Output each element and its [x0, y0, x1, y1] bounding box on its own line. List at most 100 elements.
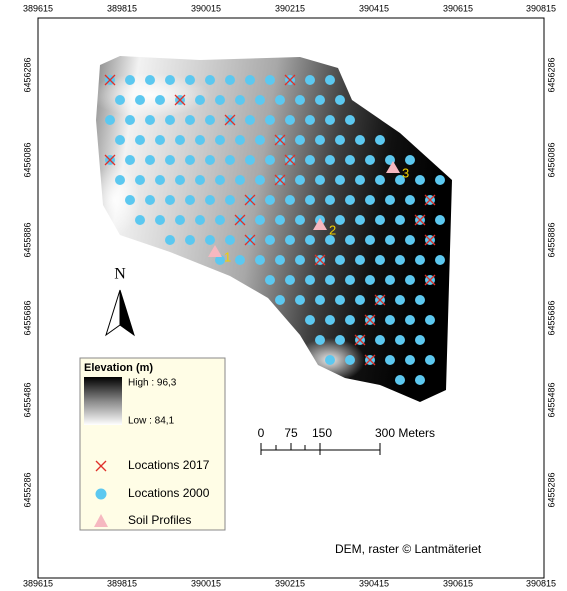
- location-2000: [415, 295, 425, 305]
- location-2000: [325, 355, 335, 365]
- location-2000: [375, 335, 385, 345]
- location-2000: [115, 135, 125, 145]
- location-2000: [305, 155, 315, 165]
- location-2000: [105, 115, 115, 125]
- location-2000: [175, 175, 185, 185]
- x-coord-label: 389815: [107, 3, 137, 13]
- location-2000: [255, 255, 265, 265]
- location-2000: [365, 195, 375, 205]
- location-2000: [225, 75, 235, 85]
- location-2000: [135, 135, 145, 145]
- location-2000: [205, 155, 215, 165]
- location-2000: [335, 215, 345, 225]
- location-2000: [315, 95, 325, 105]
- y-coord-label: 6456286: [22, 57, 32, 92]
- location-2000: [225, 195, 235, 205]
- location-2000: [185, 235, 195, 245]
- x-coord-label: 390415: [359, 578, 389, 588]
- y-coord-label: 6456286: [546, 57, 556, 92]
- location-2000: [235, 135, 245, 145]
- legend-item: Soil Profiles: [128, 513, 191, 527]
- location-2000: [405, 275, 415, 285]
- location-2000: [165, 115, 175, 125]
- location-2000: [395, 335, 405, 345]
- soil-profile-label: 1: [224, 249, 231, 264]
- location-2000: [295, 215, 305, 225]
- x-coord-label: 390215: [275, 578, 305, 588]
- location-2000: [155, 135, 165, 145]
- legend-dot-symbol: [96, 489, 107, 500]
- location-2000: [185, 155, 195, 165]
- location-2000: [165, 235, 175, 245]
- x-coord-label: 390215: [275, 3, 305, 13]
- location-2000: [325, 195, 335, 205]
- location-2000: [425, 355, 435, 365]
- location-2000: [265, 195, 275, 205]
- x-coord-label: 390415: [359, 3, 389, 13]
- location-2000: [395, 295, 405, 305]
- location-2000: [375, 215, 385, 225]
- location-2000: [265, 155, 275, 165]
- location-2000: [395, 255, 405, 265]
- location-2000: [295, 135, 305, 145]
- soil-profile-label: 3: [402, 165, 409, 180]
- location-2000: [305, 235, 315, 245]
- soil-profile-label: 2: [329, 222, 336, 237]
- location-2000: [335, 175, 345, 185]
- location-2000: [135, 95, 145, 105]
- location-2000: [305, 115, 315, 125]
- location-2000: [255, 215, 265, 225]
- location-2000: [205, 115, 215, 125]
- location-2000: [135, 175, 145, 185]
- location-2000: [355, 255, 365, 265]
- location-2000: [155, 215, 165, 225]
- location-2000: [165, 195, 175, 205]
- location-2000: [415, 375, 425, 385]
- location-2000: [275, 295, 285, 305]
- location-2000: [295, 95, 305, 105]
- location-2000: [225, 155, 235, 165]
- location-2000: [195, 215, 205, 225]
- location-2000: [285, 275, 295, 285]
- location-2000: [195, 135, 205, 145]
- location-2000: [405, 235, 415, 245]
- location-2000: [265, 235, 275, 245]
- location-2000: [345, 235, 355, 245]
- location-2000: [275, 215, 285, 225]
- location-2000: [175, 215, 185, 225]
- location-2000: [115, 175, 125, 185]
- y-coord-label: 6455886: [546, 222, 556, 257]
- scale-label: 300 Meters: [375, 426, 435, 440]
- scale-label: 75: [284, 426, 298, 440]
- y-coord-label: 6455686: [546, 300, 556, 335]
- location-2000: [355, 135, 365, 145]
- y-coord-label: 6455286: [546, 472, 556, 507]
- location-2000: [285, 115, 295, 125]
- location-2000: [405, 155, 415, 165]
- scale-label: 0: [258, 426, 265, 440]
- location-2000: [405, 195, 415, 205]
- location-2000: [325, 75, 335, 85]
- location-2000: [385, 235, 395, 245]
- legend-ramp: [84, 377, 122, 425]
- location-2000: [265, 115, 275, 125]
- location-2000: [285, 195, 295, 205]
- location-2000: [355, 295, 365, 305]
- location-2000: [265, 75, 275, 85]
- location-2000: [255, 95, 265, 105]
- location-2000: [205, 235, 215, 245]
- location-2000: [115, 95, 125, 105]
- x-coord-label: 390615: [443, 578, 473, 588]
- location-2000: [235, 255, 245, 265]
- location-2000: [435, 175, 445, 185]
- location-2000: [365, 275, 375, 285]
- location-2000: [255, 135, 265, 145]
- location-2000: [295, 255, 305, 265]
- location-2000: [145, 115, 155, 125]
- location-2000: [305, 195, 315, 205]
- y-coord-label: 6455886: [22, 222, 32, 257]
- location-2000: [125, 155, 135, 165]
- location-2000: [335, 295, 345, 305]
- location-2000: [305, 75, 315, 85]
- location-2000: [395, 215, 405, 225]
